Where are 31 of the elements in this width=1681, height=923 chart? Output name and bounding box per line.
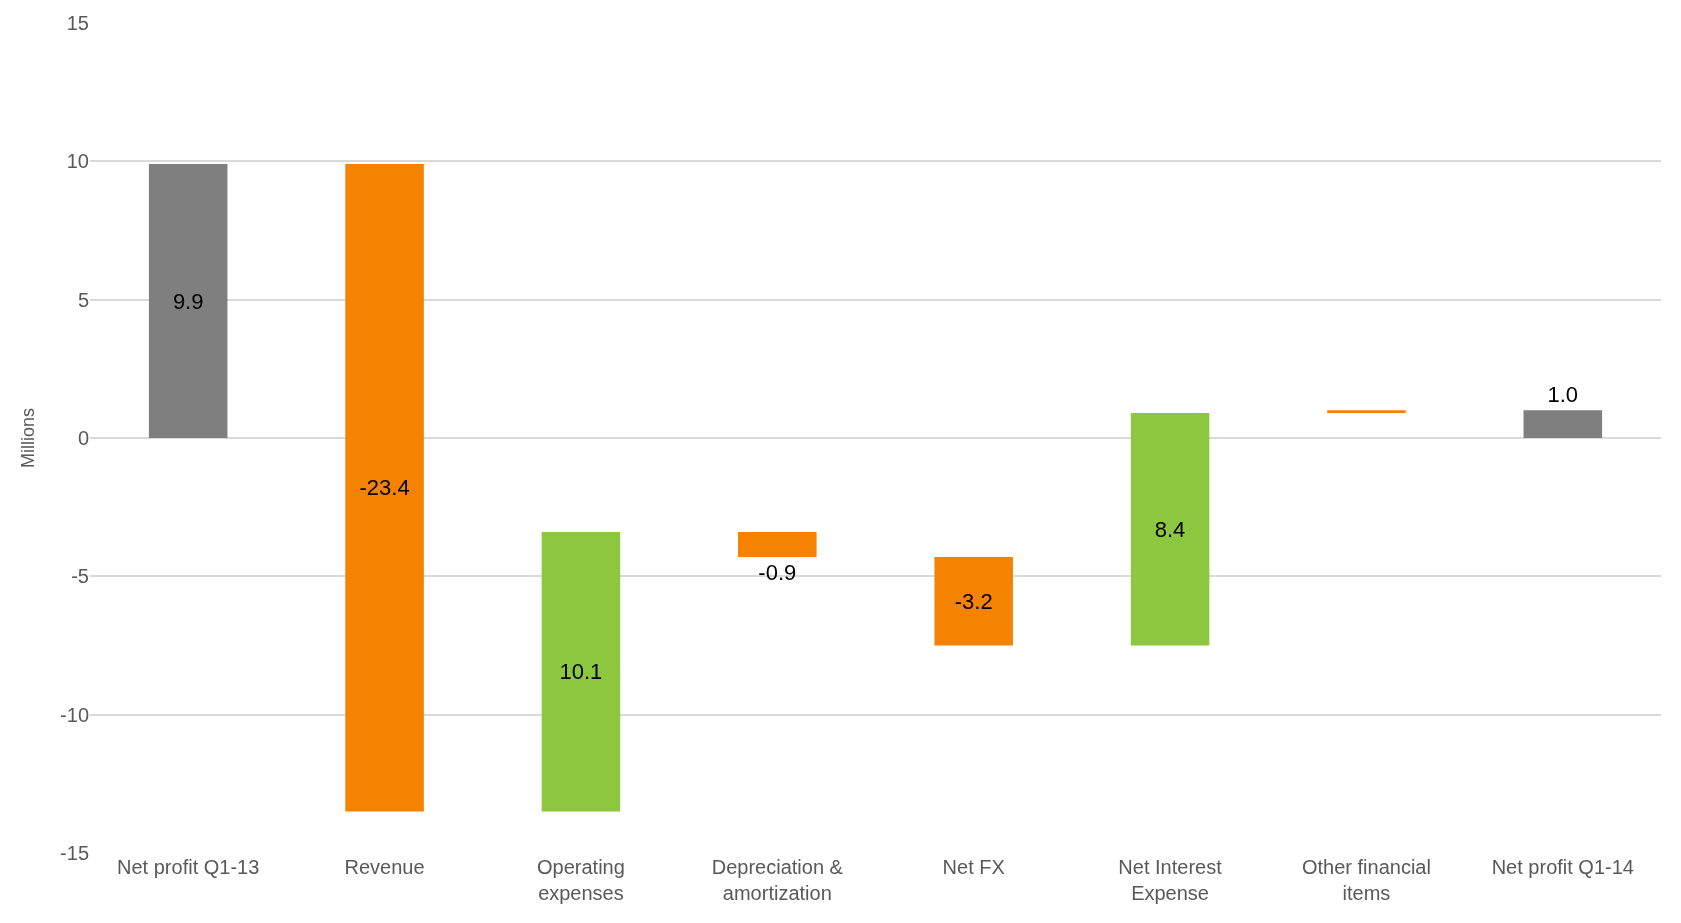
- y-tick-label: 15: [66, 12, 89, 34]
- y-tick-label: 0: [77, 427, 89, 449]
- bar: [345, 164, 424, 812]
- y-tick-label: -10: [60, 703, 89, 726]
- bar: [934, 556, 1013, 646]
- x-tick-label: Net profit Q1-14: [1491, 856, 1634, 878]
- bar: [738, 532, 817, 557]
- data-label: 10.1: [559, 659, 603, 685]
- data-label: -23.4: [359, 475, 410, 501]
- bar: [1130, 413, 1210, 646]
- x-tick-label: Depreciation & amortization: [711, 856, 844, 904]
- data-label: 1.0: [1547, 382, 1579, 408]
- data-label: 9.9: [172, 288, 204, 314]
- x-tick-label: Net profit Q1-13: [117, 856, 260, 878]
- data-label: 8.4: [1154, 516, 1186, 542]
- x-tick-label: Other financial items: [1301, 856, 1431, 904]
- x-tick-label: Net Interest Expense: [1118, 856, 1223, 904]
- data-label: -0.9: [758, 559, 797, 585]
- y-axis-title: Millions: [18, 407, 39, 469]
- bar: [541, 532, 621, 812]
- x-tick-label: Net FX: [942, 856, 1005, 878]
- data-label: -3.2: [954, 588, 993, 614]
- y-tick-label: 5: [77, 288, 89, 311]
- bar: [1523, 410, 1603, 438]
- y-tick-label: -5: [71, 565, 89, 588]
- y-tick-label: -15: [60, 842, 89, 864]
- y-tick-label: 10: [66, 150, 89, 173]
- x-tick-label: Revenue: [344, 856, 425, 878]
- x-tick-label: Operating expenses: [537, 856, 625, 904]
- bar: [1327, 410, 1406, 414]
- bar: [148, 164, 228, 438]
